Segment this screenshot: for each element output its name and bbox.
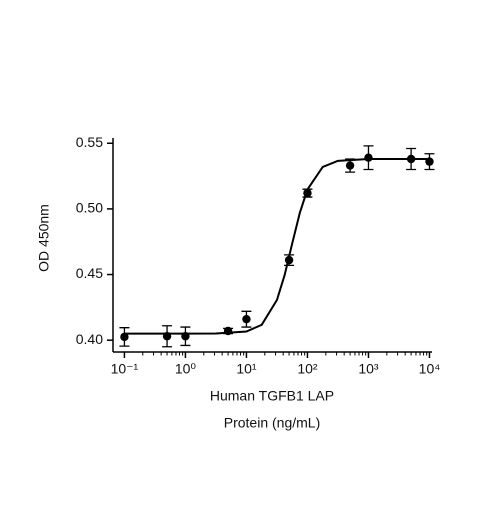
y-axis-label: OD 450nm [36, 204, 52, 272]
x-tick-label: 10³ [358, 361, 379, 377]
point [120, 332, 129, 342]
fit-curve [124, 158, 430, 335]
point [223, 326, 233, 336]
point [364, 153, 373, 162]
point [181, 332, 190, 341]
point [284, 255, 294, 265]
x-tick-label: 10⁴ [419, 361, 441, 377]
point [303, 188, 312, 198]
point [242, 314, 251, 324]
x-axis-label: Human TGFB1 LAP [210, 388, 334, 404]
point [162, 332, 172, 341]
x-tick-label: 10¹ [236, 361, 257, 377]
y-tick-label: 0.50 [76, 200, 103, 216]
point [425, 157, 434, 166]
point [345, 161, 355, 170]
x-axis-label: Protein (ng/mL) [224, 415, 320, 431]
x-tick-label: 10² [297, 361, 318, 377]
y-tick-label: 0.45 [76, 265, 103, 281]
y-tick-label: 0.55 [76, 134, 103, 150]
point [406, 154, 416, 164]
y-tick-label: 0.40 [76, 331, 103, 347]
x-tick-label: 10⁻¹ [111, 361, 139, 377]
x-tick-label: 10⁰ [175, 361, 197, 377]
